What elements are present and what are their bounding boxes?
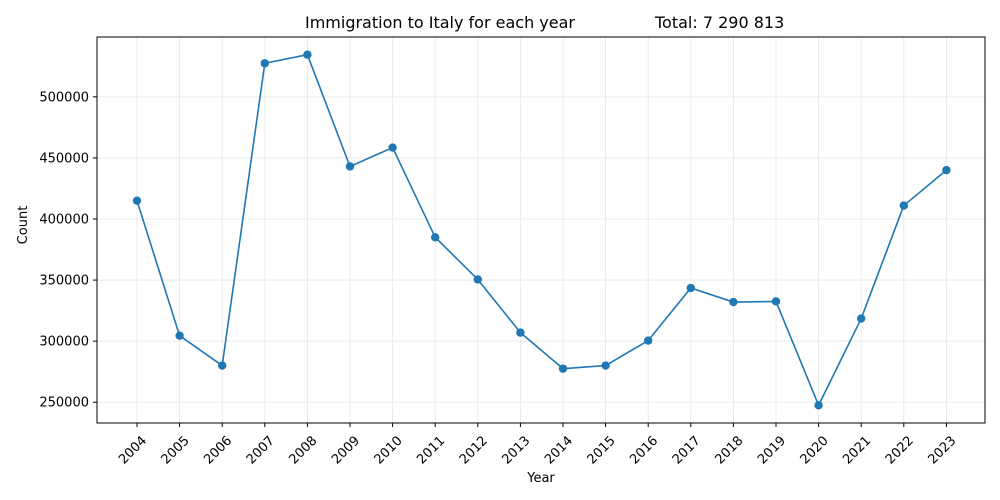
- data-point: [260, 59, 269, 68]
- chart-title: Immigration to Italy for each year: [305, 13, 575, 32]
- data-point: [558, 364, 568, 373]
- y-tick-label: 500000: [39, 90, 89, 105]
- data-point: [473, 275, 482, 284]
- data-point: [771, 297, 781, 306]
- y-tick-label: 400000: [39, 213, 89, 228]
- data-point: [388, 143, 397, 152]
- data-point: [431, 233, 440, 242]
- y-tick-label: 350000: [39, 274, 89, 289]
- data-point: [175, 331, 184, 340]
- data-point: [644, 336, 653, 345]
- data-point: [857, 314, 866, 323]
- data-point: [729, 297, 738, 307]
- series-layer: [132, 50, 951, 410]
- y-axis-label: Count: [16, 206, 31, 245]
- data-point: [814, 401, 823, 410]
- data-point: [303, 50, 312, 59]
- grid: [97, 37, 985, 423]
- data-point: [218, 361, 227, 370]
- data-point: [601, 361, 610, 370]
- data-point: [942, 165, 951, 175]
- y-tick-label: 250000: [39, 396, 89, 411]
- plot-frame: [96, 36, 986, 424]
- x-axis-label: Year: [526, 471, 555, 486]
- y-tick-label: 300000: [39, 335, 89, 350]
- chart-total-label: Total: 7 290 813: [654, 13, 784, 32]
- y-tick-label: 450000: [39, 151, 89, 166]
- data-point: [516, 328, 525, 337]
- series-line: [136, 53, 947, 407]
- data-point: [899, 201, 908, 210]
- data-point: [686, 283, 695, 293]
- y-axis-ticks: 250000 300000 350000 400000 450000 500000: [39, 90, 97, 411]
- data-point: [345, 162, 355, 171]
- data-point: [132, 196, 142, 205]
